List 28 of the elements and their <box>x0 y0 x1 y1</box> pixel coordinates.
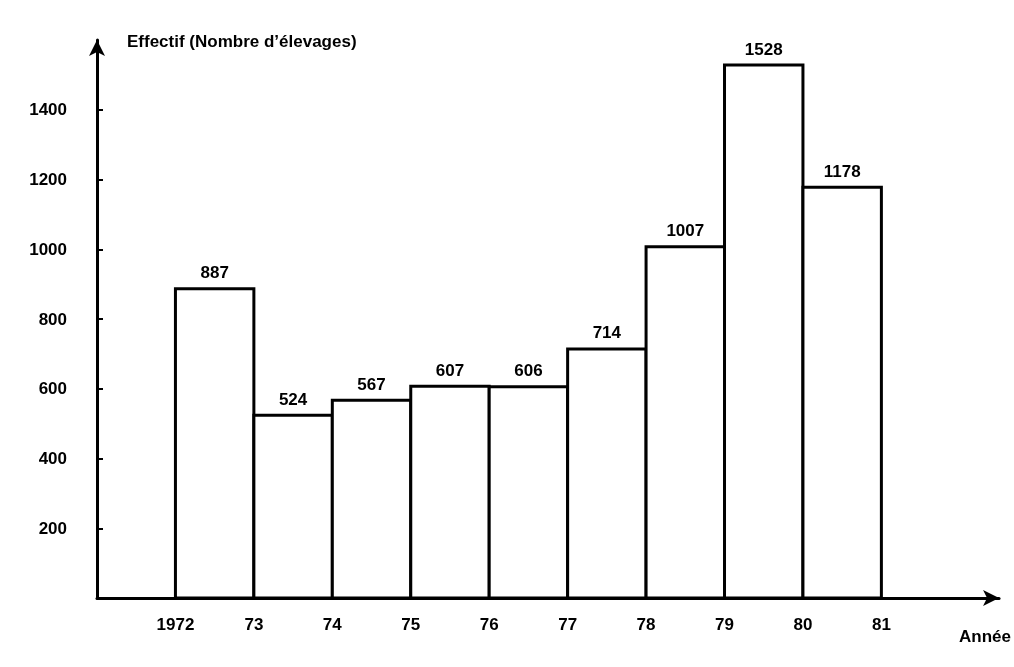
y-tick-label: 200 <box>38 518 67 538</box>
y-tick-label: 1200 <box>29 170 67 189</box>
x-tick-label: 1972 <box>156 615 195 634</box>
x-axis-title: Année <box>959 627 1012 646</box>
data-label: 714 <box>592 323 622 343</box>
data-label: 1528 <box>744 39 783 59</box>
data-label: 607 <box>435 360 465 380</box>
x-tick-label: 78 <box>636 615 656 634</box>
x-tick-label: 81 <box>871 615 891 634</box>
data-label: 1178 <box>823 161 861 181</box>
y-tick-label: 800 <box>38 309 67 329</box>
data-label: 524 <box>278 389 308 409</box>
x-tick-label: 76 <box>479 615 499 634</box>
data-label: 1007 <box>666 221 705 241</box>
x-tick-label: 77 <box>558 615 578 634</box>
x-tick-label: 75 <box>401 615 421 634</box>
x-tick-label: 74 <box>322 615 343 634</box>
y-tick-label: 400 <box>38 449 67 468</box>
y-tick-label: 1400 <box>29 100 67 120</box>
x-tick-label: 80 <box>793 615 813 634</box>
y-axis-title: Effectif (Nombre d’élevages) <box>127 32 357 51</box>
data-label: 887 <box>200 263 229 283</box>
data-label: 567 <box>357 374 386 394</box>
x-tick-label: 79 <box>715 615 734 634</box>
y-tick-label: 600 <box>38 379 67 399</box>
data-label: 606 <box>514 361 543 381</box>
y-tick-label: 1000 <box>29 239 67 259</box>
x-tick-label: 73 <box>244 615 264 634</box>
